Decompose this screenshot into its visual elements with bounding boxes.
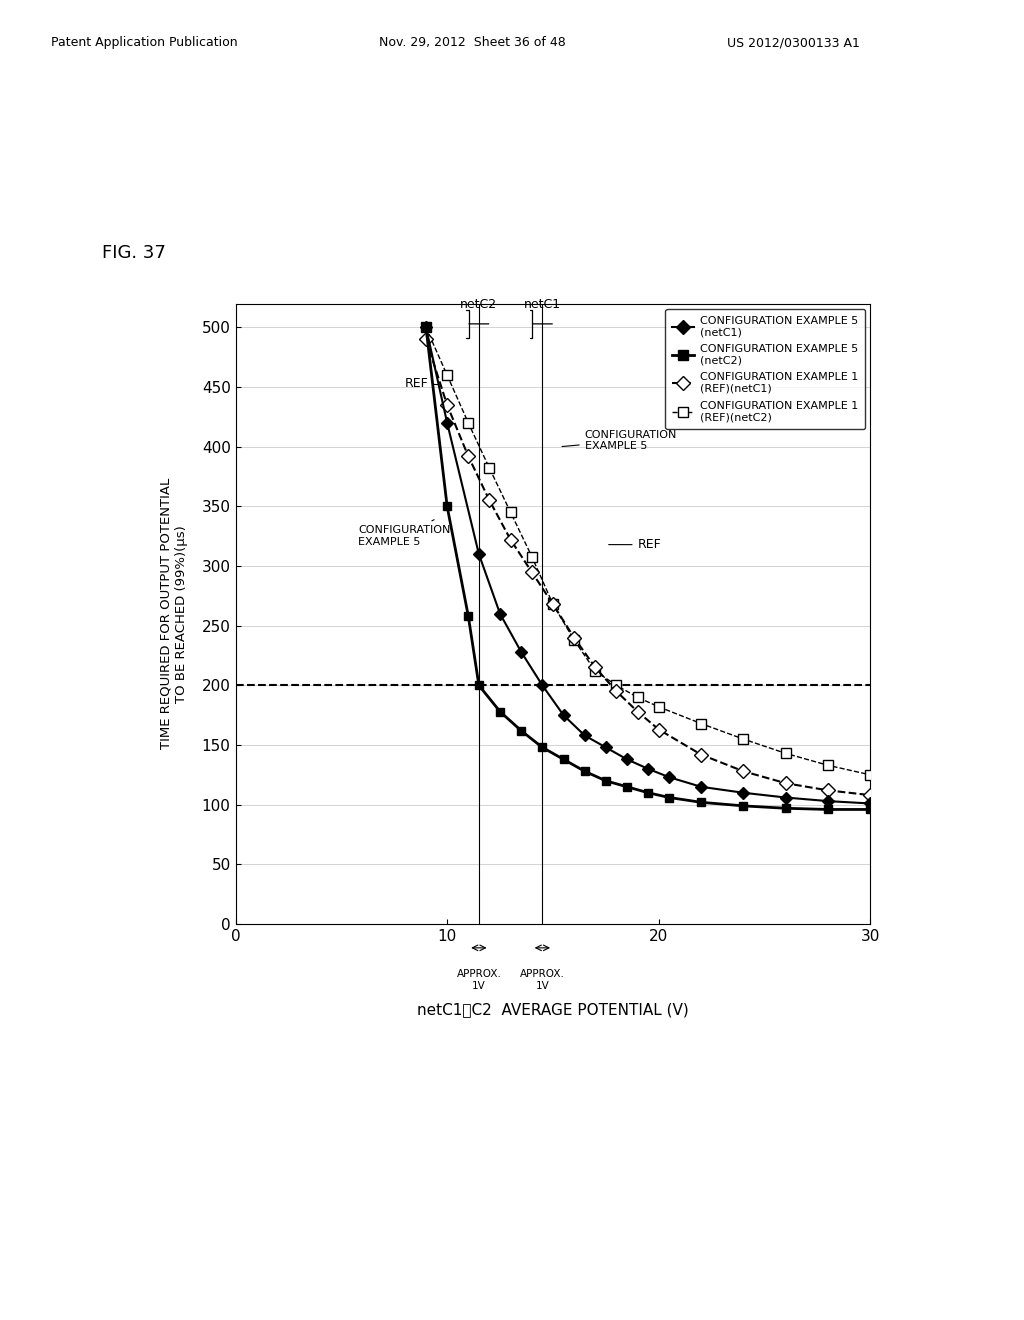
Text: Patent Application Publication: Patent Application Publication [51, 36, 238, 49]
Text: APPROX.
1V: APPROX. 1V [520, 969, 565, 991]
Text: REF: REF [608, 539, 662, 552]
Text: netC1: netC1 [524, 298, 561, 310]
Text: CONFIGURATION
EXAMPLE 5: CONFIGURATION EXAMPLE 5 [562, 429, 677, 451]
Text: Nov. 29, 2012  Sheet 36 of 48: Nov. 29, 2012 Sheet 36 of 48 [379, 36, 565, 49]
X-axis label: netC1、C2  AVERAGE POTENTIAL (V): netC1、C2 AVERAGE POTENTIAL (V) [417, 1002, 689, 1018]
Y-axis label: TIME REQUIRED FOR OUTPUT POTENTIAL
TO BE REACHED (99%)(μs): TIME REQUIRED FOR OUTPUT POTENTIAL TO BE… [160, 478, 187, 750]
Text: netC2: netC2 [461, 298, 498, 310]
Text: CONFIGURATION
EXAMPLE 5: CONFIGURATION EXAMPLE 5 [358, 520, 451, 546]
Text: REF: REF [404, 378, 438, 391]
Legend: CONFIGURATION EXAMPLE 5
(netC1), CONFIGURATION EXAMPLE 5
(netC2), CONFIGURATION : CONFIGURATION EXAMPLE 5 (netC1), CONFIGU… [666, 309, 865, 429]
Text: US 2012/0300133 A1: US 2012/0300133 A1 [727, 36, 860, 49]
Text: FIG. 37: FIG. 37 [102, 244, 166, 263]
Text: APPROX.
1V: APPROX. 1V [457, 969, 502, 991]
